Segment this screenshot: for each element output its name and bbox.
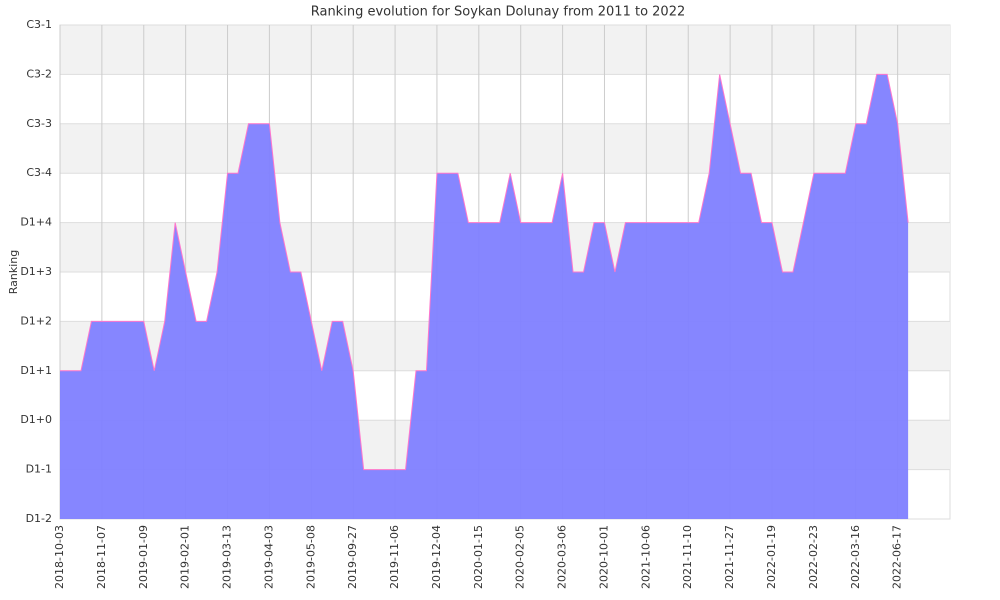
x-tick-label: 2019-01-09	[137, 525, 150, 589]
x-tick-label: 2019-09-27	[346, 525, 359, 589]
y-tick-label: C3-1	[26, 18, 52, 31]
grid-band	[60, 123, 950, 174]
x-tick-label: 2019-12-04	[430, 525, 443, 589]
x-tick-label: 2019-02-01	[179, 525, 192, 589]
x-tick-label: 2022-06-17	[891, 525, 904, 589]
x-tick-label: 2018-10-03	[53, 525, 66, 589]
x-tick-label: 2021-11-27	[723, 525, 736, 589]
y-tick-label: C3-2	[26, 67, 52, 80]
x-tick-label: 2019-05-08	[304, 525, 317, 589]
x-tick-label: 2020-10-01	[597, 525, 610, 589]
x-tick-label: 2021-11-10	[681, 525, 694, 589]
x-tick-label: 2020-02-05	[514, 525, 527, 589]
x-tick-label: 2019-11-06	[388, 525, 401, 589]
y-tick-label: D1-2	[26, 512, 52, 525]
y-tick-label: D1-1	[26, 463, 52, 476]
grid-band	[60, 25, 950, 75]
y-tick-label: C3-4	[26, 166, 52, 179]
chart-title: Ranking evolution for Soykan Dolunay fro…	[311, 5, 686, 20]
y-tick-label: D1+3	[20, 265, 52, 278]
x-tick-label: 2019-03-13	[221, 525, 234, 589]
x-tick-label: 2021-10-06	[639, 525, 652, 589]
y-tick-label: D1+4	[20, 216, 52, 229]
y-axis-label: Ranking	[7, 250, 20, 295]
area-line	[60, 73, 909, 471]
area	[60, 74, 909, 520]
y-tick-label: D1+1	[20, 364, 52, 377]
x-tick-label: 2020-01-15	[472, 525, 485, 589]
y-tick-label: D1+0	[20, 413, 52, 426]
x-tick-label: 2019-04-03	[262, 525, 275, 589]
x-tick-label: 2022-02-23	[807, 525, 820, 589]
x-tick-label: 2018-11-07	[95, 525, 108, 589]
x-tick-label: 2022-01-19	[765, 525, 778, 589]
x-tick-label: 2022-03-16	[849, 525, 862, 589]
y-tick-label: C3-3	[26, 117, 52, 130]
y-tick-label: D1+2	[20, 314, 52, 327]
x-tick-label: 2020-03-06	[556, 525, 569, 589]
